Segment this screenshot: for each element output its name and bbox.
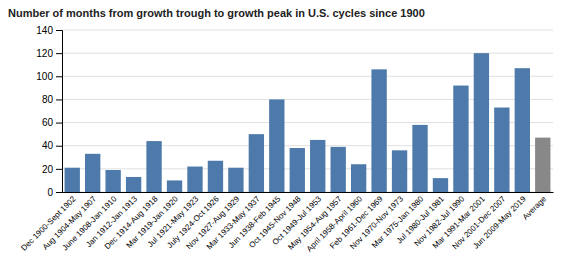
bars	[65, 53, 551, 192]
bar	[290, 148, 305, 192]
bar	[351, 164, 366, 192]
bar	[208, 161, 223, 192]
y-axis-line	[56, 31, 63, 193]
y-tick-mark	[56, 169, 62, 170]
y-tick-label: 100	[36, 71, 53, 82]
title: Number of months from growth trough to g…	[8, 7, 425, 19]
y-tick: 80	[42, 94, 62, 105]
y-tick: 60	[42, 117, 62, 128]
bar	[187, 167, 202, 192]
plot: 0 20 40 60 80 100 120 140 Dec 1900-Sept 1902Aug …	[19, 25, 553, 254]
x-axis-line	[63, 192, 554, 193]
y-tick-label: 0	[47, 187, 53, 198]
bar	[474, 53, 489, 192]
bar	[371, 69, 386, 192]
y-tick: 100	[36, 71, 62, 82]
bar	[535, 138, 550, 192]
y-tick-mark	[56, 76, 62, 77]
y-tick: 140	[36, 25, 62, 36]
bar	[85, 154, 100, 192]
bar	[412, 125, 427, 192]
bar	[65, 168, 80, 192]
bar	[331, 147, 346, 192]
y-tick-label: 80	[42, 94, 54, 105]
bar	[515, 68, 530, 192]
y-tick-label: 140	[36, 25, 53, 36]
y-axis: 0 20 40 60 80 100 120 140	[36, 25, 62, 198]
grid-line	[62, 30, 553, 31]
x-tick-label: Jun 2009-May 2019	[471, 194, 528, 251]
y-tick-mark	[56, 123, 62, 124]
y-tick: 20	[42, 164, 62, 175]
bar	[310, 140, 325, 192]
y-tick-label: 40	[42, 140, 54, 151]
x-axis: Dec 1900-Sept 1902Aug 1904-May 1907June …	[19, 193, 553, 254]
x-tick-label: Average	[521, 194, 549, 222]
bar	[433, 178, 448, 192]
y-tick-label: 60	[42, 117, 54, 128]
bar	[105, 170, 120, 192]
y-tick: 40	[42, 140, 62, 151]
bar	[494, 108, 509, 192]
bar	[249, 134, 264, 192]
bar	[228, 168, 243, 192]
y-tick-mark	[56, 99, 62, 100]
y-tick-label: 120	[36, 48, 53, 59]
bar	[167, 180, 182, 192]
bar	[453, 86, 468, 192]
y-tick-mark	[56, 192, 62, 193]
y-tick-mark	[56, 146, 62, 147]
x-tick: Jun 2009-May 2019	[471, 194, 528, 251]
y-tick: 0	[47, 187, 62, 198]
bar	[146, 141, 161, 192]
x-tick: Average	[521, 194, 549, 222]
grid	[62, 30, 553, 192]
y-tick: 120	[36, 48, 62, 59]
bar	[269, 99, 284, 192]
bar	[392, 150, 407, 192]
bar	[126, 177, 141, 192]
y-tick-mark	[56, 53, 62, 54]
chart: Number of months from growth trough to g…	[0, 0, 565, 272]
y-tick-label: 20	[42, 164, 54, 175]
y-tick-mark	[56, 30, 62, 31]
